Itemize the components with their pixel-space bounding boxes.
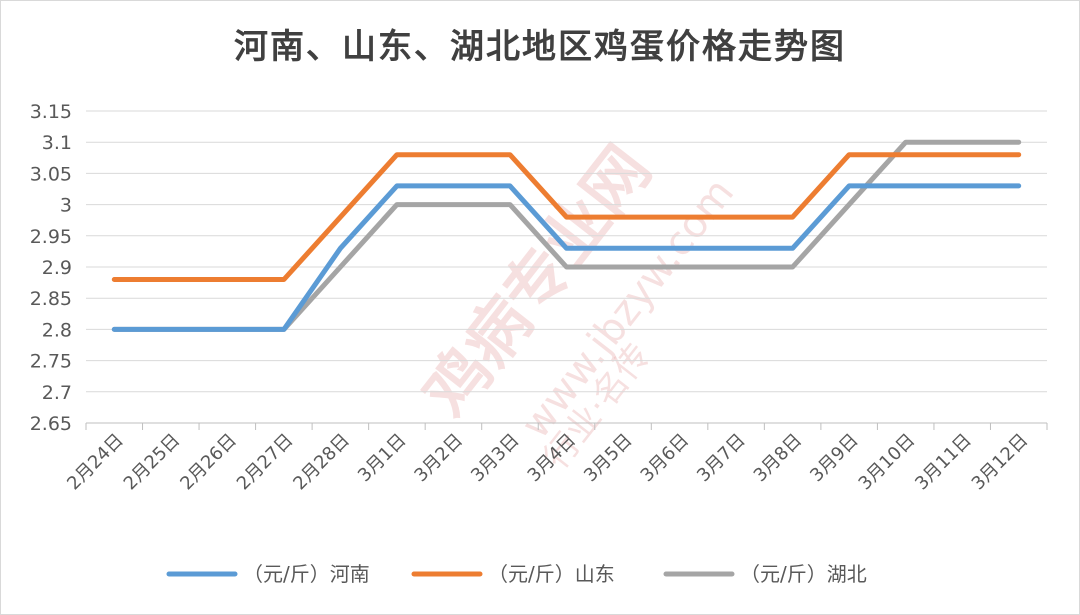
legend-label: （元/斤）河南 — [243, 562, 370, 586]
y-tick-label: 3.1 — [42, 132, 72, 154]
x-tick-label: 2月25日 — [120, 430, 185, 495]
x-tick-label: 2月26日 — [176, 430, 241, 495]
y-tick-label: 3.05 — [30, 163, 72, 185]
legend-label: （元/斤）湖北 — [740, 562, 867, 586]
legend-label: （元/斤）山东 — [488, 562, 615, 586]
x-tick-label: 3月9日 — [806, 430, 863, 487]
x-tick-label: 3月10日 — [855, 430, 920, 495]
x-tick-label: 3月12日 — [968, 430, 1033, 495]
x-tick-label: 3月11日 — [911, 430, 976, 495]
y-tick-label: 2.7 — [42, 382, 72, 404]
x-tick-label: 3月2日 — [410, 430, 467, 487]
series-line — [111, 152, 1022, 282]
y-tick-label: 3.15 — [30, 101, 72, 123]
series-line — [111, 183, 1022, 332]
y-tick-label: 2.75 — [30, 351, 72, 373]
x-tick-label: 2月24日 — [63, 430, 128, 495]
y-tick-label: 3 — [60, 195, 72, 217]
x-tick-label: 3月3日 — [467, 430, 524, 487]
x-tick-label: 2月28日 — [289, 430, 354, 495]
x-tick-label: 3月1日 — [354, 430, 411, 487]
y-tick-label: 2.85 — [30, 288, 72, 310]
chart-title: 河南、山东、湖北地区鸡蛋价格走势图 — [234, 27, 846, 67]
y-tick-label: 2.95 — [30, 226, 72, 248]
legend: （元/斤）河南 （元/斤）山东 （元/斤）湖北 — [166, 562, 867, 586]
y-tick-label: 2.9 — [42, 257, 72, 279]
x-tick-label: 3月7日 — [693, 430, 750, 487]
y-tick-label: 2.8 — [42, 319, 72, 341]
x-tick-label: 3月6日 — [637, 430, 694, 487]
series-lines — [111, 139, 1022, 332]
x-tick-label: 2月27日 — [233, 430, 298, 495]
x-tick-label: 3月8日 — [750, 430, 807, 487]
y-tick-label: 2.65 — [30, 413, 72, 435]
